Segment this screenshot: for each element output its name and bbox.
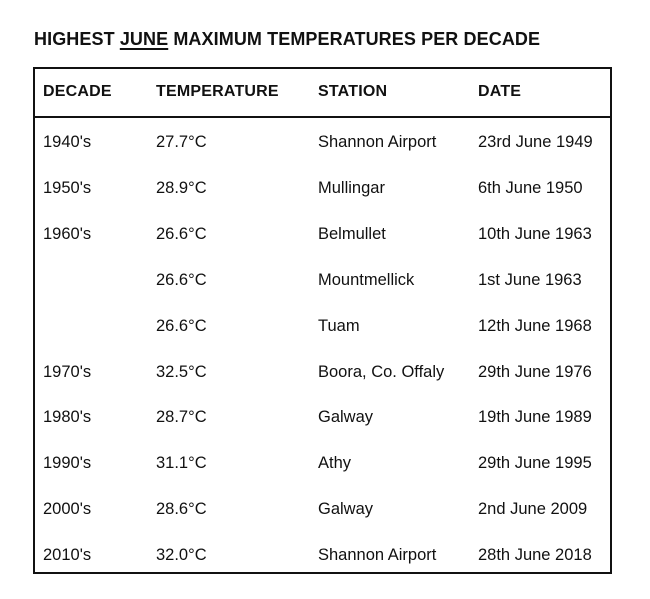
cell-station: Boora, Co. Offaly <box>318 362 445 381</box>
cell-date: 29th June 1995 <box>478 454 592 473</box>
cell-temperature: 28.6°C <box>156 500 207 519</box>
cell-temperature: 28.9°C <box>156 178 207 197</box>
table-row: 1960's 26.6°C Belmullet 10th June 1963 <box>35 210 610 256</box>
cell-decade: 2010's <box>43 546 92 565</box>
cell-decade: 1960's <box>43 224 92 243</box>
cell-decade: 1950's <box>43 178 92 197</box>
table-row: 1940's 27.7°C Shannon Airport 23rd June 194… <box>35 118 610 164</box>
cell-station: Galway <box>318 408 374 427</box>
cell-temperature: 26.6°C <box>156 270 207 289</box>
temperature-table: DECADE TEMPERATURE STATION DATE 1940's 27… <box>33 67 612 574</box>
cell-station: Shannon Airport <box>318 133 437 151</box>
cell-decade: 2000's <box>43 500 92 519</box>
cell-date: 1st June 1963 <box>478 270 582 289</box>
cell-date: 12th June 1968 <box>478 316 592 335</box>
table-row: 26.6°C Mountmellick 1st June 1963 <box>35 256 610 302</box>
cell-decade: 1980's <box>43 408 92 427</box>
cell-station: Belmullet <box>318 224 386 243</box>
cell-temperature: 26.6°C <box>156 316 207 335</box>
table-row: 26.6°C Tuam 12th June 1968 <box>35 302 610 348</box>
table-row: 1970's 32.5°C Boora, Co. Offaly 29th June 1… <box>35 348 610 394</box>
table-row: 2000's 28.6°C Galway 2nd June 2009 <box>35 485 610 531</box>
table-row: 1950's 28.9°C Mullingar 6th June 1950 <box>35 164 610 210</box>
cell-date: 19th June 1989 <box>478 408 592 427</box>
cell-temperature: 28.7°C <box>156 408 207 427</box>
title-suffix: MAXIMUM TEMPERATURES PER DECADE <box>168 29 541 49</box>
table-row: 1980's 28.7°C Galway 19th June 1989 <box>35 393 610 439</box>
table-row: 2010's 32.0°C Shannon Airport 28th June 201… <box>35 531 610 577</box>
header-station: STATION <box>318 83 388 100</box>
cell-date: 29th June 1976 <box>478 362 592 381</box>
page-title: HIGHEST JUNE MAXIMUM TEMPERATURES PER DE… <box>34 29 540 50</box>
cell-temperature: 27.7°C <box>156 133 207 151</box>
cell-date: 2nd June 2009 <box>478 500 588 519</box>
cell-station: Shannon Airport <box>318 546 437 565</box>
cell-decade: 1970's <box>43 362 92 381</box>
cell-temperature: 31.1°C <box>156 454 207 473</box>
title-prefix: HIGHEST <box>34 29 120 49</box>
header-date: DATE <box>478 83 522 100</box>
table-header-row: DECADE TEMPERATURE STATION DATE <box>35 69 610 118</box>
cell-decade: 1940's <box>43 133 92 151</box>
cell-temperature: 32.0°C <box>156 546 207 565</box>
cell-station: Mullingar <box>318 178 385 197</box>
header-decade: DECADE <box>43 83 112 100</box>
cell-station: Athy <box>318 454 352 473</box>
cell-station: Mountmellick <box>318 270 415 289</box>
title-underlined-month: JUNE <box>119 29 169 49</box>
cell-station: Tuam <box>318 316 360 335</box>
cell-date: 23rd June 1949 <box>478 133 593 151</box>
cell-temperature: 32.5°C <box>156 362 207 381</box>
cell-date: 6th June 1950 <box>478 178 583 197</box>
cell-temperature: 26.6°C <box>156 224 207 243</box>
cell-station: Galway <box>318 500 374 519</box>
cell-decade: 1990's <box>43 454 92 473</box>
header-temperature: TEMPERATURE <box>156 83 279 100</box>
cell-date: 28th June 2018 <box>478 546 592 565</box>
table-row: 1990's 31.1°C Athy 29th June 1995 <box>35 439 610 485</box>
cell-date: 10th June 1963 <box>478 224 592 243</box>
